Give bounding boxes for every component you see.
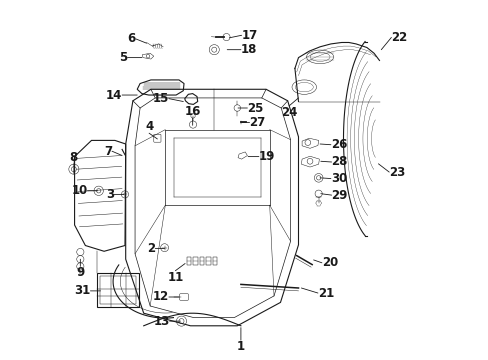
Text: 23: 23	[388, 166, 405, 179]
Text: 11: 11	[167, 271, 183, 284]
Text: 17: 17	[241, 29, 257, 42]
Text: 3: 3	[106, 188, 114, 201]
Text: 4: 4	[144, 120, 153, 133]
Text: 18: 18	[241, 43, 257, 56]
Text: 22: 22	[390, 31, 407, 44]
Text: 2: 2	[147, 242, 155, 255]
Text: 7: 7	[103, 145, 112, 158]
Text: 15: 15	[152, 92, 168, 105]
Text: 24: 24	[281, 106, 297, 119]
Text: 21: 21	[317, 287, 333, 300]
Text: 31: 31	[74, 284, 90, 297]
Text: 16: 16	[184, 105, 201, 118]
Text: 25: 25	[247, 102, 263, 114]
Text: 12: 12	[152, 291, 168, 303]
Text: 9: 9	[76, 266, 84, 279]
Text: 26: 26	[330, 138, 346, 151]
Text: 1: 1	[236, 340, 244, 353]
Text: 30: 30	[330, 172, 346, 185]
Text: 13: 13	[153, 315, 169, 328]
Text: 14: 14	[105, 89, 122, 102]
Text: 27: 27	[249, 116, 265, 129]
Text: 28: 28	[331, 156, 347, 168]
Text: 6: 6	[127, 32, 136, 45]
Text: 29: 29	[331, 189, 347, 202]
Text: 10: 10	[71, 184, 87, 197]
Text: 20: 20	[321, 256, 338, 269]
Text: 5: 5	[119, 51, 127, 64]
Text: 19: 19	[258, 150, 275, 163]
Text: 8: 8	[70, 151, 78, 164]
